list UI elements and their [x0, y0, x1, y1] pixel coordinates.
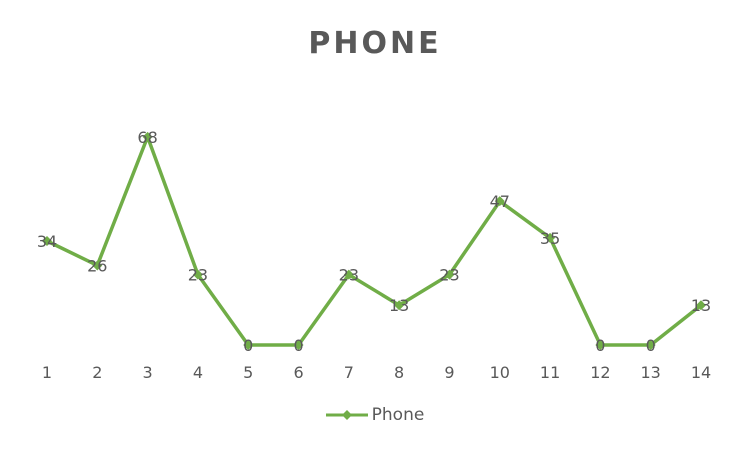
- legend-swatch-icon: [325, 410, 368, 420]
- data-label: 0: [595, 336, 605, 355]
- legend-label: Phone: [371, 405, 425, 425]
- x-tick-label: 8: [394, 363, 404, 382]
- data-label: 13: [389, 296, 409, 315]
- data-label: 0: [646, 336, 656, 355]
- x-tick-label: 11: [540, 363, 560, 382]
- data-label: 68: [137, 128, 157, 147]
- data-label-group: 34 26 68 23 0 0 23 13 23 47 35 0 0 13: [37, 128, 711, 355]
- data-point-marker: [696, 300, 706, 311]
- x-tick-label: 4: [193, 363, 203, 382]
- marker-group: [42, 131, 706, 350]
- data-label: 26: [87, 256, 107, 275]
- data-label: 0: [293, 336, 303, 355]
- data-label: 0: [243, 336, 253, 355]
- chart-title: PHONE: [308, 26, 442, 61]
- data-point-marker: [243, 340, 254, 350]
- data-point-marker: [42, 235, 52, 246]
- data-label: 47: [490, 192, 510, 211]
- x-tick-label: 14: [691, 363, 711, 382]
- data-point-marker: [293, 340, 304, 350]
- x-tick-label: 10: [490, 363, 510, 382]
- data-point-marker: [645, 340, 656, 350]
- series-line-phone: [46, 135, 703, 347]
- data-label: 13: [691, 296, 711, 315]
- x-tick-label: 1: [42, 363, 52, 382]
- data-point-marker: [545, 232, 556, 243]
- x-tick-label: 5: [243, 363, 253, 382]
- data-label: 23: [339, 266, 359, 285]
- x-tick-label: 13: [641, 363, 661, 382]
- x-tick-label: 2: [92, 363, 102, 382]
- data-label: 34: [37, 232, 57, 251]
- x-tick-label: 6: [293, 363, 303, 382]
- x-tick-label: 12: [590, 363, 610, 382]
- legend: Phone: [0, 405, 750, 425]
- x-tick-label: 7: [344, 363, 354, 382]
- data-label: 23: [439, 266, 459, 285]
- x-tick-group: 1 2 3 4 5 6 7 8 9 10 11 12 13 14: [42, 363, 711, 382]
- data-point-marker: [192, 269, 203, 280]
- data-point-marker: [92, 260, 103, 271]
- data-label: 35: [540, 229, 560, 248]
- data-label: 23: [188, 266, 208, 285]
- data-point-marker: [343, 269, 354, 280]
- series-line-group: [46, 135, 703, 347]
- x-tick-label: 9: [444, 363, 454, 382]
- data-point-marker: [595, 340, 606, 350]
- data-point-marker: [444, 269, 455, 280]
- data-point-marker: [142, 131, 153, 142]
- data-point-marker: [394, 300, 405, 311]
- x-tick-label: 3: [143, 363, 153, 382]
- data-point-marker: [494, 196, 505, 207]
